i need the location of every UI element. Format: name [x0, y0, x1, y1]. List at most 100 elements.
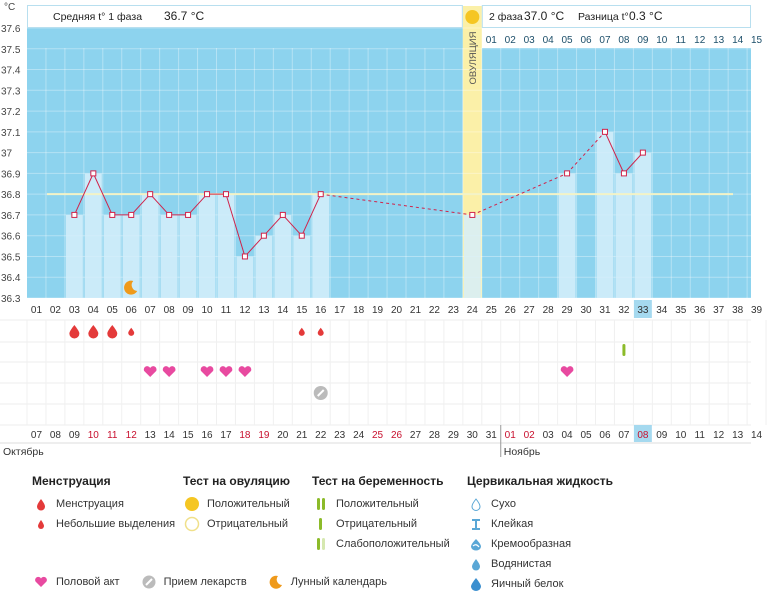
- phase2-day-label: 05: [562, 35, 574, 46]
- moon-icon: [124, 280, 138, 295]
- cycle-day-label: 02: [50, 305, 62, 316]
- ovulation-label: ОВУЛЯЦИЯ: [468, 31, 479, 84]
- current-day-highlight: [633, 300, 652, 318]
- heart-icon: [219, 366, 233, 377]
- calendar-date-label: 10: [88, 430, 100, 441]
- diff-label: Разница t°: [578, 11, 629, 23]
- cycle-day-label: 08: [164, 305, 176, 316]
- phase1-header-box: [27, 5, 463, 28]
- temperature-bar: [198, 194, 216, 298]
- phase1-label: Средняя t° 1 фаза: [53, 11, 142, 23]
- cycle-day-label: 35: [675, 305, 687, 316]
- diff-value: 0.3 °C: [629, 9, 663, 23]
- legend-pregnancy-test: Тест на беременность Положительный Отриц…: [312, 474, 450, 554]
- menstruation-drop-icon: [107, 325, 118, 339]
- temperature-bar: [179, 214, 197, 298]
- cycle-day-label: 06: [126, 305, 138, 316]
- temperature-line-segment: [130, 193, 151, 216]
- temperature-line-segment: [320, 193, 473, 216]
- legend-pregnancy-item: Отрицательный: [312, 514, 450, 534]
- cycle-day-label: 13: [258, 305, 270, 316]
- menstruation-drop-icon: [128, 327, 135, 336]
- phase2-day-label: 06: [580, 35, 592, 46]
- temperature-line-segment: [623, 152, 644, 174]
- legend-cervical-fluid: Цервикальная жидкость Сухо Клейкая Кремо…: [467, 474, 613, 594]
- heart-icon: [200, 366, 214, 377]
- legend-label: Небольшие выделения: [56, 518, 176, 530]
- legend-label: Лунный календарь: [290, 576, 387, 588]
- temperature-point: [204, 191, 211, 198]
- temperature-bar: [236, 256, 254, 298]
- calendar-date-label: 14: [164, 430, 176, 441]
- cycle-day-label: 14: [277, 305, 289, 316]
- calendar-date-label: 27: [410, 430, 422, 441]
- current-date-highlight: [633, 425, 652, 442]
- temperature-point: [241, 253, 248, 260]
- y-tick-label: 36.9: [1, 169, 21, 180]
- temperature-point: [601, 128, 608, 135]
- calendar-date-label: 15: [183, 430, 195, 441]
- temperature-line-segment: [263, 214, 284, 237]
- temperature-bar: [160, 214, 178, 298]
- legend-label: Клейкая: [491, 518, 534, 530]
- cycle-day-label: 23: [448, 305, 460, 316]
- y-tick-label: 37.4: [1, 66, 21, 77]
- month-label: Ноябрь: [504, 446, 541, 458]
- calendar-date-label: 02: [524, 430, 536, 441]
- heart-icon: [143, 366, 157, 377]
- calendar-date-label: 13: [145, 430, 157, 441]
- phase2-day-label: 09: [637, 35, 649, 46]
- temperature-point: [222, 191, 229, 198]
- calendar-date-label: 28: [429, 430, 441, 441]
- calendar-date-label: 17: [220, 430, 232, 441]
- cycle-day-label: 07: [145, 305, 157, 316]
- cycle-day-label: 17: [334, 305, 346, 316]
- temperature-bar: [84, 173, 102, 298]
- cycle-day-label: 34: [656, 305, 668, 316]
- temperature-line-segment: [73, 173, 94, 216]
- temperature-point: [298, 232, 305, 239]
- temperature-point: [279, 211, 286, 218]
- spotting-drop-icon: [317, 327, 324, 336]
- phase2-label: 2 фаза: [489, 11, 523, 23]
- cycle-day-label: 31: [599, 305, 611, 316]
- sun-positive-icon: [183, 496, 201, 512]
- small-drop-icon: [32, 519, 50, 530]
- heart-icon: [162, 366, 176, 377]
- temperature-point: [147, 191, 154, 198]
- y-tick-label: 37.2: [1, 107, 21, 118]
- temperature-point: [317, 191, 324, 198]
- calendar-date-label: 20: [277, 430, 289, 441]
- calendar-date-label: 25: [372, 430, 384, 441]
- cycle-day-label: 27: [524, 305, 536, 316]
- y-tick-label: 37.1: [1, 128, 21, 139]
- legend-label: Слабоположительный: [336, 538, 450, 550]
- cycle-day-label: 04: [88, 305, 100, 316]
- legend-ovulation-title: Тест на овуляцию: [183, 474, 290, 488]
- temperature-bar: [463, 214, 481, 298]
- cycle-day-label: 33: [637, 305, 649, 316]
- phase2-day-label: 13: [713, 35, 725, 46]
- cycle-day-label: 05: [107, 305, 119, 316]
- temperature-line-segment: [472, 172, 568, 216]
- cycle-day-label: 26: [505, 305, 517, 316]
- phase2-day-label: 10: [656, 35, 668, 46]
- phase2-day-label: 15: [751, 35, 763, 46]
- y-tick-label: 37.5: [1, 45, 21, 56]
- calendar-date-label: 06: [599, 430, 611, 441]
- cycle-day-label: 01: [31, 305, 43, 316]
- calendar-date-label: 13: [732, 430, 744, 441]
- temperature-point: [469, 211, 476, 218]
- cycle-day-label: 28: [543, 305, 555, 316]
- phase2-value: 37.0 °C: [524, 9, 564, 23]
- temperature-bar: [558, 173, 576, 298]
- temperature-point: [260, 232, 267, 239]
- temperature-point: [185, 211, 192, 218]
- y-tick-label: 36.6: [1, 232, 21, 243]
- legend-menstruation-item: Небольшие выделения: [32, 514, 175, 534]
- legend-label: Отрицательный: [207, 518, 288, 530]
- legend-cervical-title: Цервикальная жидкость: [467, 474, 614, 488]
- phase2-day-label: 08: [618, 35, 630, 46]
- legend-label: Яичный белок: [491, 578, 564, 590]
- heart-icon: [32, 576, 50, 588]
